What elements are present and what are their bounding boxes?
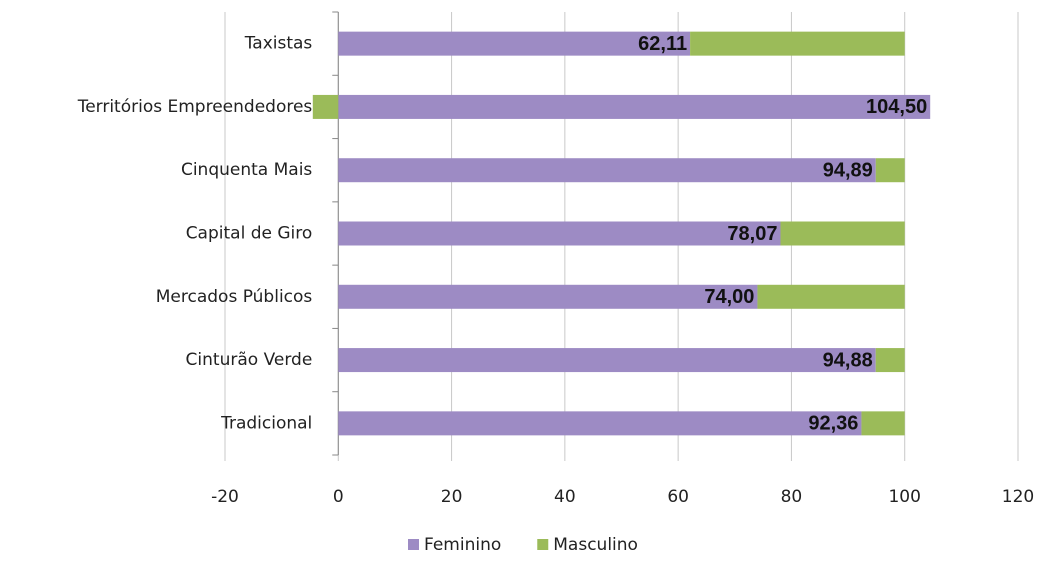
category-label: Cinturão Verde (186, 350, 313, 370)
x-tick-label: -20 (211, 487, 239, 507)
category-label: Tradicional (220, 413, 312, 433)
bar-segment (338, 221, 781, 246)
x-tick-label: 40 (554, 487, 576, 507)
bar-segment (338, 94, 931, 119)
data-label: 74,00 (704, 286, 754, 308)
legend-label: Feminino (424, 535, 501, 555)
data-label: 92,36 (808, 413, 858, 435)
x-tick-label: 100 (888, 487, 920, 507)
x-tick-label: 0 (333, 487, 344, 507)
bar-segment (861, 411, 905, 436)
bar-segment (338, 158, 876, 183)
data-label: 104,50 (866, 96, 927, 118)
bar-segment (312, 94, 339, 119)
data-label: 62,11 (638, 33, 687, 55)
x-tick-label: 120 (1002, 487, 1034, 507)
data-label: 94,89 (823, 159, 873, 181)
x-tick-label: 80 (781, 487, 803, 507)
bar-segment (338, 348, 876, 373)
data-label: 78,07 (727, 223, 777, 245)
bar-segment (757, 284, 905, 309)
bar-segment (780, 221, 905, 246)
bar-segment (690, 31, 905, 56)
x-tick-label: 20 (441, 487, 463, 507)
legend-label: Masculino (553, 535, 638, 555)
bar-segment (338, 411, 862, 436)
category-label: Territórios Empreendedores (77, 97, 313, 117)
x-tick-label: 60 (667, 487, 689, 507)
bar-segment (875, 348, 905, 373)
legend-swatch (537, 539, 549, 550)
category-label: Capital de Giro (186, 224, 313, 244)
bar-segment (875, 158, 905, 183)
category-label: Cinquenta Mais (181, 160, 312, 180)
data-label: 94,88 (823, 349, 873, 371)
category-label: Taxistas (244, 34, 313, 54)
category-label: Mercados Públicos (156, 287, 313, 307)
legend-swatch (408, 539, 419, 550)
bar-segment (338, 31, 691, 56)
bar-segment (338, 284, 758, 309)
